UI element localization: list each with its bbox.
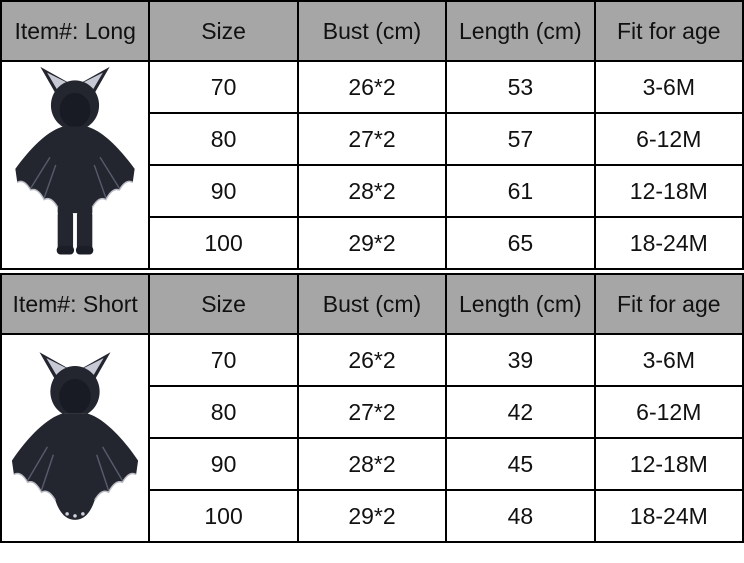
cell-fit-age: 3-6M	[593, 333, 744, 387]
table-divider	[0, 270, 744, 273]
cell-bust: 28*2	[296, 164, 448, 218]
cell-size: 80	[148, 385, 299, 439]
bat-costume-short-image	[12, 352, 139, 520]
cell-length: 48	[445, 489, 596, 543]
cell-length: 39	[445, 333, 596, 387]
cell-bust: 27*2	[296, 112, 448, 166]
header-size: Size	[148, 273, 299, 335]
cell-bust: 27*2	[296, 385, 448, 439]
cell-fit-age: 12-18M	[593, 164, 744, 218]
header-bust: Bust (cm)	[296, 273, 448, 335]
cell-fit-age: 3-6M	[593, 60, 744, 114]
cell-fit-age: 12-18M	[593, 437, 744, 491]
bat-costume-long-image	[15, 66, 135, 255]
table-row: 70 26*2 39 3-6M	[0, 333, 744, 543]
cell-fit-age: 18-24M	[593, 489, 744, 543]
cell-bust: 29*2	[296, 216, 448, 270]
header-fit-age: Fit for age	[593, 273, 744, 335]
cell-length: 53	[445, 60, 596, 114]
cell-length: 45	[445, 437, 596, 491]
cell-length: 61	[445, 164, 596, 218]
size-table-long: Item#: Long Size Bust (cm) Length (cm) F…	[0, 0, 744, 270]
header-item-short: Item#: Short	[0, 273, 151, 335]
size-table-short: Item#: Short Size Bust (cm) Length (cm) …	[0, 273, 744, 543]
header-fit-age: Fit for age	[593, 0, 744, 62]
cell-bust: 26*2	[296, 333, 448, 387]
cell-fit-age: 18-24M	[593, 216, 744, 270]
cell-fit-age: 6-12M	[593, 112, 744, 166]
table-row: 80 27*2 42 6-12M	[1, 385, 744, 439]
table-row: 100 29*2 48 18-24M	[1, 489, 744, 543]
table-row: 80 27*2 57 6-12M	[1, 112, 744, 166]
header-size: Size	[148, 0, 299, 62]
cell-size: 70	[148, 60, 299, 114]
cell-length: 57	[445, 112, 596, 166]
header-length: Length (cm)	[445, 273, 596, 335]
cell-size: 90	[148, 437, 299, 491]
header-item-long: Item#: Long	[0, 0, 151, 62]
table-short-header-row: Item#: Short Size Bust (cm) Length (cm) …	[0, 273, 744, 335]
cell-size: 70	[148, 333, 299, 387]
cell-size: 100	[148, 489, 299, 543]
cell-bust: 29*2	[296, 489, 448, 543]
table-long-header-row: Item#: Long Size Bust (cm) Length (cm) F…	[0, 0, 744, 62]
header-bust: Bust (cm)	[296, 0, 448, 62]
cell-size: 100	[148, 216, 299, 270]
cell-bust: 26*2	[296, 60, 448, 114]
table-row: 90 28*2 61 12-18M	[1, 164, 744, 218]
cell-fit-age: 6-12M	[593, 385, 744, 439]
cell-size: 90	[148, 164, 299, 218]
cell-bust: 28*2	[296, 437, 448, 491]
header-length: Length (cm)	[445, 0, 596, 62]
table-row: 100 29*2 65 18-24M	[1, 216, 744, 270]
table-row: 70 26*2 53 3-6M	[0, 60, 744, 270]
product-photo-short	[0, 333, 151, 543]
cell-size: 80	[148, 112, 299, 166]
cell-length: 42	[445, 385, 596, 439]
table-row: 90 28*2 45 12-18M	[1, 437, 744, 491]
product-photo-long	[0, 60, 151, 270]
cell-length: 65	[445, 216, 596, 270]
